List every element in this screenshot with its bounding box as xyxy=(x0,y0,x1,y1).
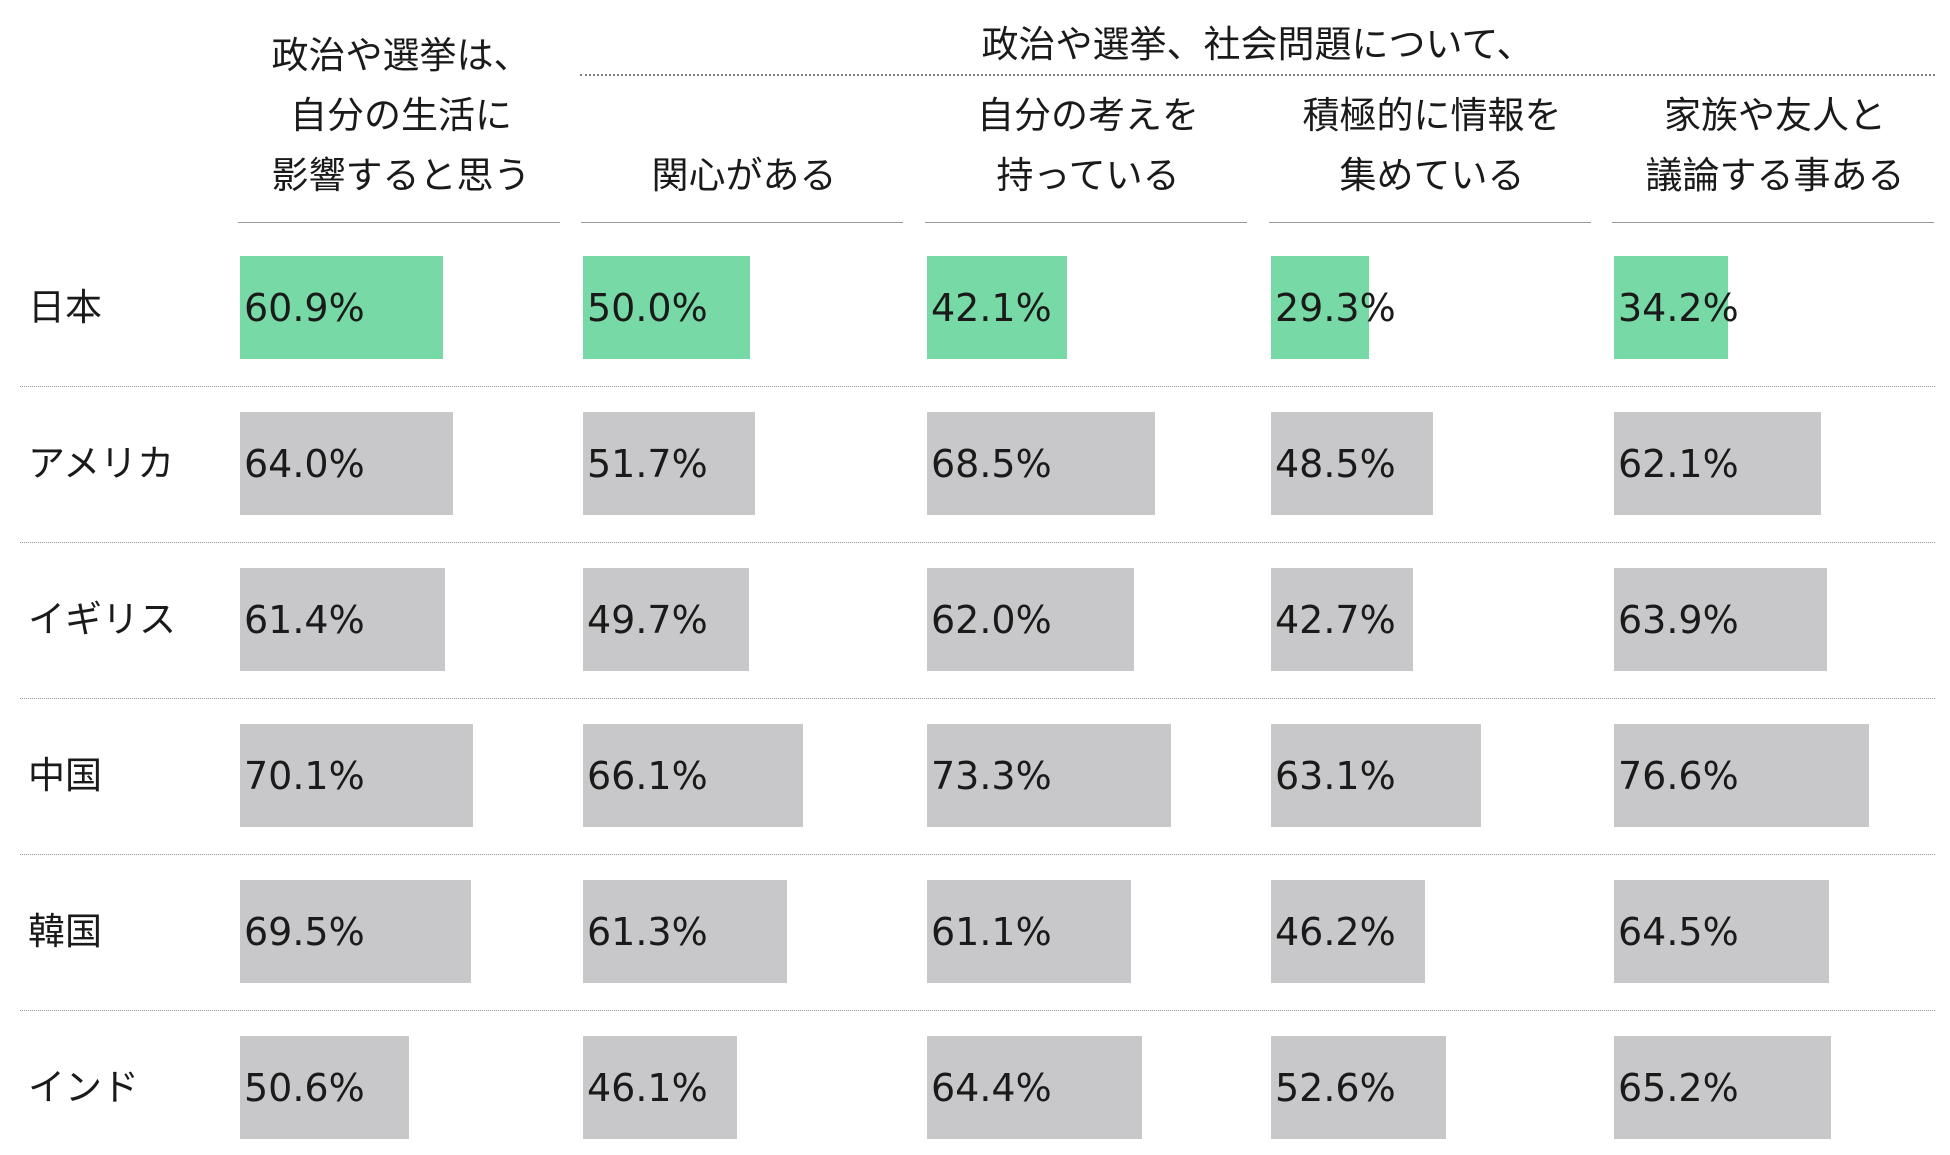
bar xyxy=(1614,568,1827,671)
column-header-line: 集めている xyxy=(1339,154,1525,197)
data-label: 50.6% xyxy=(244,1065,365,1110)
bar xyxy=(927,1036,1142,1139)
bar xyxy=(240,1036,409,1139)
column-header-5: 家族や友人と 議論する事ある xyxy=(1614,86,1936,206)
data-label: 29.3% xyxy=(1275,285,1396,330)
bar xyxy=(583,724,804,827)
bar xyxy=(1614,1036,1832,1139)
data-label: 66.1% xyxy=(587,753,708,798)
data-label: 61.3% xyxy=(587,909,708,954)
bar xyxy=(240,880,472,983)
data-label: 65.2% xyxy=(1618,1065,1739,1110)
data-label: 73.3% xyxy=(931,753,1052,798)
group-title-divider xyxy=(580,74,1935,76)
row-separator xyxy=(20,386,1935,387)
bar xyxy=(927,412,1156,515)
bar xyxy=(927,568,1134,671)
column-header-3: 自分の考えを 持っている xyxy=(927,86,1249,206)
bar xyxy=(1614,724,1870,827)
data-label: 64.0% xyxy=(244,441,365,486)
data-label: 76.6% xyxy=(1618,753,1739,798)
bar xyxy=(1271,256,1369,359)
bar xyxy=(1271,568,1414,671)
column-header-4: 積極的に情報を 集めている xyxy=(1271,86,1593,206)
bar xyxy=(240,724,474,827)
row-separator xyxy=(20,854,1935,855)
row-label: アメリカ xyxy=(28,441,175,485)
row-label: 韓国 xyxy=(28,909,102,953)
data-label: 49.7% xyxy=(587,597,708,642)
row-separator xyxy=(20,698,1935,699)
column-header-rule xyxy=(925,222,1247,223)
column-header-line: 関心がある xyxy=(651,154,837,197)
bar xyxy=(1271,1036,1447,1139)
data-label: 50.0% xyxy=(587,285,708,330)
bar xyxy=(1614,412,1821,515)
data-label: 42.7% xyxy=(1275,597,1396,642)
column-header-1: 政治や選挙は、 自分の生活に 影響すると思う xyxy=(240,26,562,206)
data-label: 61.1% xyxy=(931,909,1052,954)
bar xyxy=(1271,724,1482,827)
column-header-line: 政治や選挙は、 xyxy=(271,34,531,77)
bar xyxy=(240,568,445,671)
data-label: 62.1% xyxy=(1618,441,1739,486)
data-label: 46.1% xyxy=(587,1065,708,1110)
bar xyxy=(927,880,1131,983)
data-label: 46.2% xyxy=(1275,909,1396,954)
data-label: 69.5% xyxy=(244,909,365,954)
data-label: 70.1% xyxy=(244,753,365,798)
column-header-line: 影響すると思う xyxy=(271,154,531,197)
column-header-line: 自分の考えを xyxy=(977,94,1199,137)
bar xyxy=(927,256,1068,359)
column-header-line: 自分の生活に xyxy=(290,94,512,137)
bar xyxy=(1614,256,1728,359)
data-label: 63.9% xyxy=(1618,597,1739,642)
column-header-line: 積極的に情報を xyxy=(1302,94,1562,137)
data-label: 52.6% xyxy=(1275,1065,1396,1110)
column-header-rule xyxy=(1612,222,1934,223)
bar xyxy=(583,880,788,983)
row-separator xyxy=(20,542,1935,543)
bar xyxy=(583,256,750,359)
column-header-line: 持っている xyxy=(996,154,1180,197)
row-label: 日本 xyxy=(28,285,102,329)
data-label: 68.5% xyxy=(931,441,1052,486)
row-label: イギリス xyxy=(28,597,176,641)
bar xyxy=(240,412,454,515)
column-header-2: 関心がある xyxy=(583,146,905,206)
data-label: 42.1% xyxy=(931,285,1052,330)
row-label: インド xyxy=(28,1065,139,1109)
column-header-rule xyxy=(1269,222,1591,223)
bar xyxy=(583,1036,737,1139)
column-header-rule xyxy=(581,222,903,223)
bar xyxy=(1614,880,1829,983)
row-separator xyxy=(20,1010,1935,1011)
data-label: 61.4% xyxy=(244,597,365,642)
data-label: 48.5% xyxy=(1275,441,1396,486)
data-label: 64.4% xyxy=(931,1065,1052,1110)
bar xyxy=(583,412,756,515)
row-label: 中国 xyxy=(28,753,102,797)
bar xyxy=(1271,412,1433,515)
data-label: 60.9% xyxy=(244,285,365,330)
bar xyxy=(1271,880,1425,983)
data-label: 64.5% xyxy=(1618,909,1739,954)
data-label: 34.2% xyxy=(1618,285,1739,330)
data-label: 63.1% xyxy=(1275,753,1396,798)
column-header-rule xyxy=(238,222,560,223)
column-header-line: 議論する事ある xyxy=(1645,154,1905,197)
bar xyxy=(240,256,443,359)
data-label: 62.0% xyxy=(931,597,1052,642)
data-label: 51.7% xyxy=(587,441,708,486)
column-header-line: 家族や友人と xyxy=(1664,94,1886,137)
bar xyxy=(583,568,749,671)
bar xyxy=(927,724,1172,827)
group-title: 政治や選挙、社会問題について、 xyxy=(981,23,1534,66)
